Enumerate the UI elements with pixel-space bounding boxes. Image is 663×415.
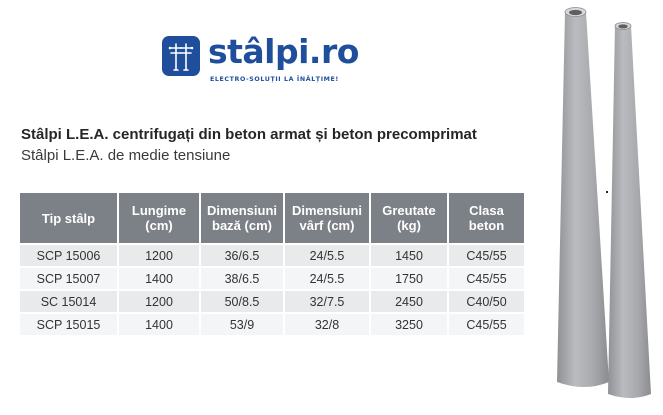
brand-tagline: ELECTRO-SOLUȚII LA ÎNĂLȚIME! [210,76,339,83]
cell-top: 24/5.5 [284,266,371,290]
column-header-concrete-class: Clasa beton [448,193,524,244]
cell-concrete-class: C45/55 [448,243,524,267]
cell-type: SCP 15007 [20,266,119,290]
cell-base: 38/6.5 [200,266,285,290]
page-subtitle: Stâlpi L.E.A. de medie tensiune [21,147,231,164]
cell-base: 53/9 [200,312,285,335]
brand-logo[interactable]: stâlpi.ro ELECTRO-SOLUȚII LA ÎNĂLȚIME! [162,32,372,92]
pole-spec-table: Tip stâlp Lungime (cm) Dimensiuni bază (… [20,193,524,335]
cell-type: SCP 15006 [20,243,119,267]
pylon-icon [162,36,200,76]
column-header-base-dimensions: Dimensiuni bază (cm) [200,193,285,244]
column-header-length: Lungime (cm) [118,193,201,244]
cell-length: 1400 [118,266,201,290]
table-row: SC 15014 1200 50/8.5 32/7.5 2450 C40/50 [20,289,524,313]
table-row: SCP 15015 1400 53/9 32/8 3250 C45/55 [20,312,524,335]
cell-concrete-class: C40/50 [448,289,524,313]
cell-concrete-class: C45/55 [448,312,524,335]
stray-dot [606,191,608,193]
pole-left [557,7,609,387]
cell-top: 32/7.5 [284,289,371,313]
cell-type: SCP 15015 [20,312,119,335]
cell-base: 50/8.5 [200,289,285,313]
concrete-poles-illustration [540,0,663,410]
column-header-top-dimensions: Dimensiuni vârf (cm) [284,193,371,244]
cell-base: 36/6.5 [200,243,285,267]
cell-weight: 2450 [370,289,449,313]
cell-weight: 1450 [370,243,449,267]
page-title: Stâlpi L.E.A. centrifugați din beton arm… [21,126,477,143]
cell-weight: 1750 [370,266,449,290]
cell-top: 24/5.5 [284,243,371,267]
table-row: SCP 15007 1400 38/6.5 24/5.5 1750 C45/55 [20,266,524,290]
table-header-row: Tip stâlp Lungime (cm) Dimensiuni bază (… [20,193,524,244]
cell-concrete-class: C45/55 [448,266,524,290]
cell-length: 1400 [118,312,201,335]
cell-type: SC 15014 [20,289,119,313]
column-header-type: Tip stâlp [20,193,119,244]
cell-length: 1200 [118,243,201,267]
cell-length: 1200 [118,289,201,313]
brand-wordmark: stâlpi.ro [208,32,359,71]
table-row: SCP 15006 1200 36/6.5 24/5.5 1450 C45/55 [20,243,524,267]
cell-top: 32/8 [284,312,371,335]
pole-right [608,22,651,398]
column-header-weight: Greutate (kg) [370,193,449,244]
cell-weight: 3250 [370,312,449,335]
